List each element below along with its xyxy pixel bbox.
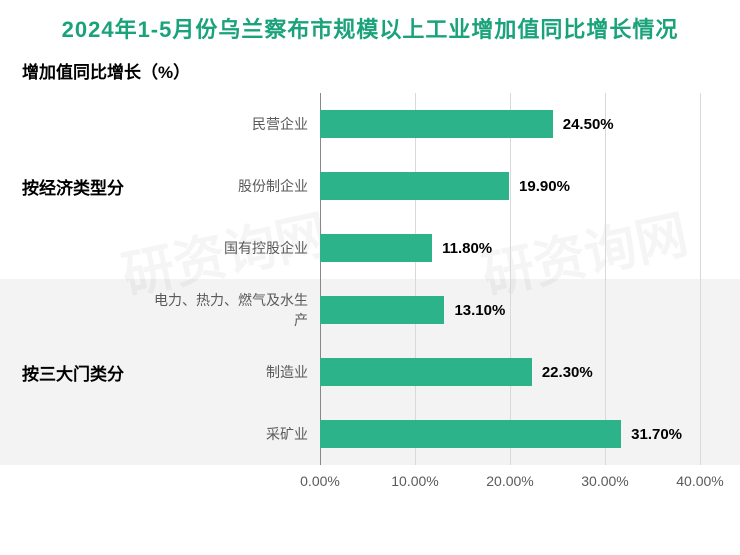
bar-track: 31.70% [320,403,720,465]
chart-row: 采矿业 31.70% [150,403,720,465]
chart-title: 2024年1-5月份乌兰察布市规模以上工业增加值同比增长情况 [0,0,740,52]
chart-subtitle: 增加值同比增长（%） [0,52,740,93]
category-label: 电力、热力、燃气及水生产 [150,290,320,330]
x-tick-label: 20.00% [486,473,533,489]
category-label: 采矿业 [150,424,320,444]
bar [320,358,532,386]
chart-row: 民营企业 24.50% [150,93,720,155]
category-label: 国有控股企业 [150,238,320,258]
x-tick-label: 0.00% [300,473,340,489]
bar-track: 13.10% [320,279,720,341]
chart-row: 股份制企业 19.90% [150,155,720,217]
category-label: 股份制企业 [150,176,320,196]
chart-group: 按经济类型分民营企业 24.50% 股份制企业 19.90% 国有控股企业 11.80% [20,93,720,279]
bar-track: 11.80% [320,217,720,279]
category-label: 制造业 [150,362,320,382]
value-label: 19.90% [519,178,570,195]
value-label: 31.70% [631,426,682,443]
x-tick-label: 40.00% [676,473,723,489]
x-tick-label: 10.00% [391,473,438,489]
value-label: 13.10% [454,302,505,319]
bar-track: 22.30% [320,341,720,403]
bar-track: 19.90% [320,155,720,217]
group-label: 按经济类型分 [20,93,150,279]
value-label: 11.80% [442,240,492,257]
chart-row: 制造业 22.30% [150,341,720,403]
x-tick-label: 30.00% [581,473,628,489]
chart-row: 国有控股企业 11.80% [150,217,720,279]
bar [320,296,444,324]
value-label: 24.50% [563,116,614,133]
bar-track: 24.50% [320,93,720,155]
x-axis: 0.00% 10.00% 20.00% 30.00% 40.00% [20,465,720,505]
chart-row: 电力、热力、燃气及水生产 13.10% [150,279,720,341]
chart-area: 研资询网研资询网按经济类型分民营企业24.50%股份制企业19.90%国有控股企… [20,93,720,465]
chart-group: 按三大门类分电力、热力、燃气及水生产 13.10% 制造业 22.30% 采矿业 31.7… [20,279,720,465]
bar [320,234,432,262]
group-rows: 民营企业 24.50% 股份制企业 19.90% 国有控股企业 11.80% [150,93,720,279]
bar [320,110,553,138]
group-label: 按三大门类分 [20,279,150,465]
bar [320,420,621,448]
group-rows: 电力、热力、燃气及水生产 13.10% 制造业 22.30% 采矿业 31.70% [150,279,720,465]
category-label: 民营企业 [150,114,320,134]
bar [320,172,509,200]
value-label: 22.30% [542,364,593,381]
